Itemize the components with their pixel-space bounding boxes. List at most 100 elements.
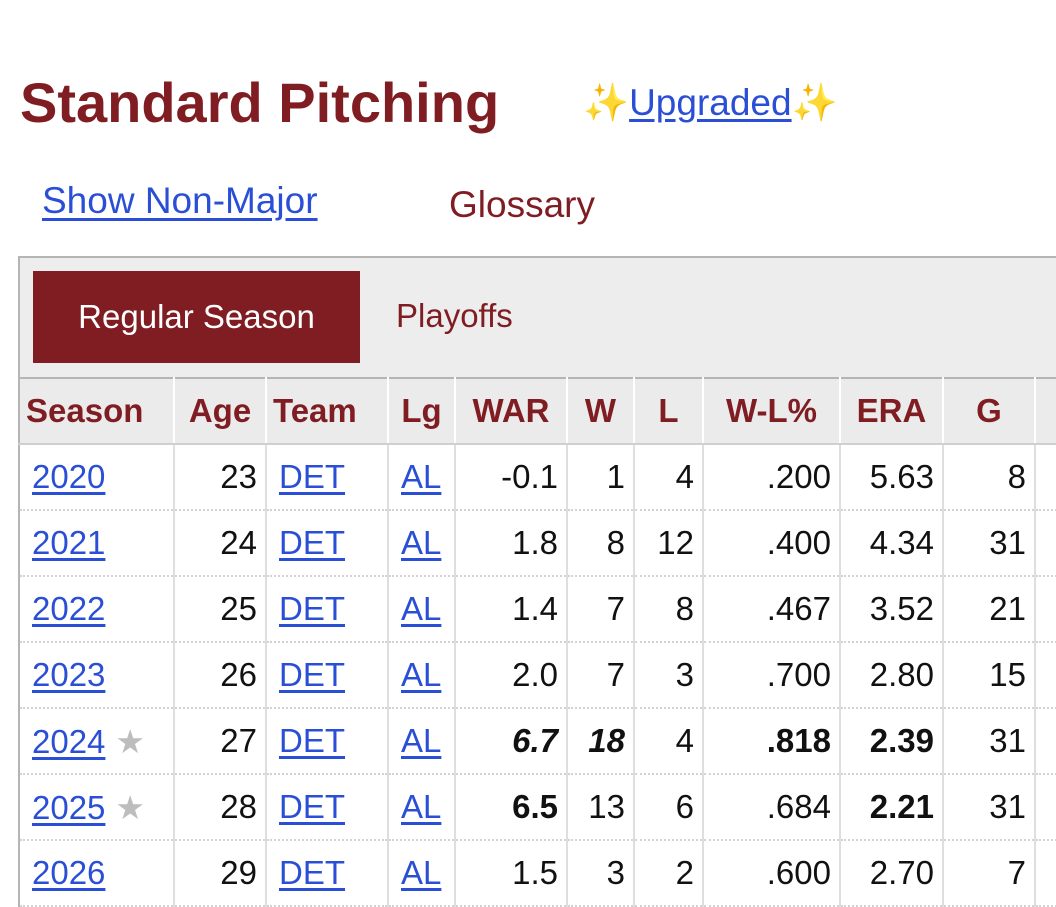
team-link[interactable]: DET bbox=[279, 524, 345, 561]
era-cell: 2.39 bbox=[840, 708, 944, 775]
season-link[interactable]: 2021 bbox=[32, 524, 106, 561]
league-cell: AL bbox=[387, 576, 456, 643]
glossary-link[interactable]: Glossary bbox=[449, 184, 595, 225]
league-link[interactable]: AL bbox=[401, 854, 442, 891]
league-link[interactable]: AL bbox=[401, 524, 442, 561]
games-cell-value: 15 bbox=[989, 656, 1026, 693]
wins-cell: 1 bbox=[567, 444, 635, 511]
overflow-cell bbox=[1035, 576, 1056, 643]
season-link[interactable]: 2026 bbox=[32, 854, 106, 891]
war-cell: 1.4 bbox=[455, 576, 568, 643]
season-cell: 2021 bbox=[18, 510, 175, 577]
upgraded-badge: ✨Upgraded✨ bbox=[583, 82, 838, 125]
losses-cell-value: 4 bbox=[675, 458, 694, 495]
table-row: 2021 24 DET AL 1.8 8 12 .400 4.34 31 bbox=[18, 510, 1056, 577]
age-cell-value: 24 bbox=[220, 524, 257, 561]
wins-cell: 7 bbox=[567, 642, 635, 709]
wl-pct-cell: .684 bbox=[703, 774, 841, 841]
team-link[interactable]: DET bbox=[279, 656, 345, 693]
season-cell: 2023 bbox=[18, 642, 175, 709]
team-cell: DET bbox=[266, 642, 389, 709]
war-cell-value: 1.8 bbox=[512, 524, 558, 561]
league-link[interactable]: AL bbox=[401, 788, 442, 825]
column-header-wl-pct[interactable]: W-L% bbox=[703, 377, 841, 445]
wl-pct-cell: .400 bbox=[703, 510, 841, 577]
wins-cell: 13 bbox=[567, 774, 635, 841]
age-cell: 28 bbox=[174, 774, 267, 841]
league-link[interactable]: AL bbox=[401, 590, 442, 627]
all-star-icon: ★ bbox=[115, 788, 146, 826]
column-header-g[interactable]: G bbox=[943, 377, 1036, 445]
era-cell: 2.21 bbox=[840, 774, 944, 841]
wl-pct-cell-value: .818 bbox=[766, 722, 831, 759]
season-cell: 2024 ★ bbox=[18, 708, 175, 775]
tab-playoffs[interactable]: Playoffs bbox=[396, 297, 513, 334]
war-cell-value: 6.5 bbox=[512, 788, 558, 825]
team-link[interactable]: DET bbox=[279, 722, 345, 759]
column-header-team[interactable]: Team bbox=[266, 377, 389, 445]
team-cell: DET bbox=[266, 576, 389, 643]
league-link[interactable]: AL bbox=[401, 722, 442, 759]
war-cell-value: 2.0 bbox=[512, 656, 558, 693]
wins-cell-value: 1 bbox=[606, 458, 625, 495]
games-cell: 21 bbox=[943, 576, 1036, 643]
wins-cell-value: 3 bbox=[606, 854, 625, 891]
wins-cell-value: 7 bbox=[606, 590, 625, 627]
age-cell-value: 25 bbox=[220, 590, 257, 627]
war-cell: 1.5 bbox=[455, 840, 568, 907]
league-cell: AL bbox=[387, 708, 456, 775]
column-header-l[interactable]: L bbox=[634, 377, 704, 445]
losses-cell: 3 bbox=[634, 642, 704, 709]
age-cell-value: 26 bbox=[220, 656, 257, 693]
season-link[interactable]: 2020 bbox=[32, 458, 106, 495]
season-link[interactable]: 2025 bbox=[32, 788, 106, 826]
season-link[interactable]: 2023 bbox=[32, 656, 106, 693]
tab-regular-season[interactable]: Regular Season bbox=[33, 271, 360, 363]
age-cell: 27 bbox=[174, 708, 267, 775]
era-cell-value: 2.39 bbox=[869, 722, 934, 759]
column-header-era[interactable]: ERA bbox=[840, 377, 944, 445]
column-header-lg[interactable]: Lg bbox=[387, 377, 456, 445]
upgraded-link[interactable]: Upgraded bbox=[629, 82, 792, 123]
league-link[interactable]: AL bbox=[401, 458, 442, 495]
wl-pct-cell: .467 bbox=[703, 576, 841, 643]
league-cell: AL bbox=[387, 510, 456, 577]
age-cell: 26 bbox=[174, 642, 267, 709]
league-link[interactable]: AL bbox=[401, 656, 442, 693]
table-row: 2020 23 DET AL -0.1 1 4 .200 5.63 8 bbox=[18, 444, 1056, 511]
team-cell: DET bbox=[266, 708, 389, 775]
season-link[interactable]: 2022 bbox=[32, 590, 106, 627]
overflow-cell bbox=[1035, 642, 1056, 709]
losses-cell: 2 bbox=[634, 840, 704, 907]
losses-cell: 4 bbox=[634, 708, 704, 775]
overflow-cell bbox=[1035, 708, 1056, 775]
column-header-war[interactable]: WAR bbox=[455, 377, 568, 445]
column-header-w[interactable]: W bbox=[567, 377, 635, 445]
age-cell-value: 28 bbox=[220, 788, 257, 825]
era-cell-value: 2.21 bbox=[869, 788, 934, 825]
overflow-cell bbox=[1035, 774, 1056, 841]
season-link[interactable]: 2024 bbox=[32, 722, 106, 760]
team-link[interactable]: DET bbox=[279, 788, 345, 825]
all-star-icon: ★ bbox=[115, 722, 146, 760]
column-header-season[interactable]: Season bbox=[18, 377, 175, 445]
war-cell-value: -0.1 bbox=[501, 458, 558, 495]
wl-pct-cell-value: .200 bbox=[766, 458, 831, 495]
games-cell: 8 bbox=[943, 444, 1036, 511]
table-row: 2023 26 DET AL 2.0 7 3 .700 2.80 15 bbox=[18, 642, 1056, 709]
sparkles-icon: ✨ bbox=[583, 82, 630, 123]
games-cell-value: 31 bbox=[989, 788, 1026, 825]
wins-cell-value: 8 bbox=[606, 524, 625, 561]
age-cell: 25 bbox=[174, 576, 267, 643]
team-link[interactable]: DET bbox=[279, 458, 345, 495]
sparkles-icon: ✨ bbox=[791, 82, 838, 123]
wl-pct-cell-value: .400 bbox=[766, 524, 831, 561]
team-link[interactable]: DET bbox=[279, 590, 345, 627]
show-non-major-link[interactable]: Show Non-Major bbox=[42, 180, 318, 221]
losses-cell: 8 bbox=[634, 576, 704, 643]
team-link[interactable]: DET bbox=[279, 854, 345, 891]
column-header-age[interactable]: Age bbox=[174, 377, 267, 445]
games-cell: 7 bbox=[943, 840, 1036, 907]
column-header-overflow bbox=[1035, 377, 1056, 445]
wl-pct-cell: .700 bbox=[703, 642, 841, 709]
